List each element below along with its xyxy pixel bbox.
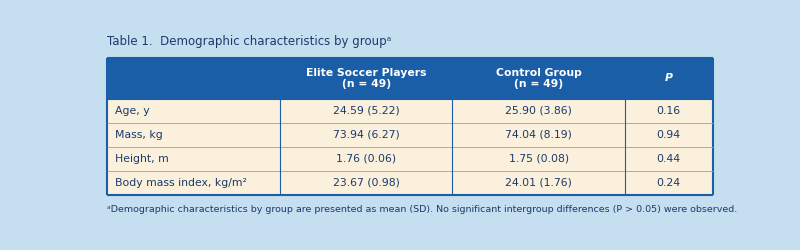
Bar <box>452 147 625 171</box>
Text: 24.59 (5.22): 24.59 (5.22) <box>333 106 399 116</box>
Text: 23.67 (0.98): 23.67 (0.98) <box>333 178 399 188</box>
Text: 73.94 (6.27): 73.94 (6.27) <box>333 130 399 140</box>
Bar <box>452 123 625 147</box>
Text: 0.44: 0.44 <box>657 154 681 164</box>
Bar <box>107 171 280 194</box>
Text: P: P <box>665 74 673 84</box>
Bar <box>452 58 625 99</box>
Text: ᵃDemographic characteristics by group are presented as mean (SD). No significant: ᵃDemographic characteristics by group ar… <box>107 205 738 214</box>
Bar <box>452 99 625 123</box>
Text: 1.76 (0.06): 1.76 (0.06) <box>336 154 396 164</box>
Text: 0.16: 0.16 <box>657 106 681 116</box>
Bar <box>625 58 713 99</box>
Text: 0.24: 0.24 <box>657 178 681 188</box>
Bar <box>625 99 713 123</box>
Text: 74.04 (8.19): 74.04 (8.19) <box>505 130 572 140</box>
Bar <box>625 171 713 194</box>
Bar <box>280 58 452 99</box>
Bar <box>280 123 452 147</box>
Text: Mass, kg: Mass, kg <box>115 130 162 140</box>
Text: 0.94: 0.94 <box>657 130 681 140</box>
Text: Height, m: Height, m <box>115 154 169 164</box>
Text: Age, y: Age, y <box>115 106 150 116</box>
Bar <box>107 99 280 123</box>
Text: Body mass index, kg/m²: Body mass index, kg/m² <box>115 178 246 188</box>
Text: Elite Soccer Players
(n = 49): Elite Soccer Players (n = 49) <box>306 68 426 89</box>
Text: 24.01 (1.76): 24.01 (1.76) <box>505 178 572 188</box>
Text: Control Group
(n = 49): Control Group (n = 49) <box>496 68 582 89</box>
Text: 1.75 (0.08): 1.75 (0.08) <box>509 154 569 164</box>
Bar <box>280 99 452 123</box>
Bar <box>280 171 452 194</box>
Bar <box>280 147 452 171</box>
Bar <box>452 171 625 194</box>
Bar <box>625 147 713 171</box>
Bar <box>107 147 280 171</box>
Text: Table 1.  Demographic characteristics by groupᵃ: Table 1. Demographic characteristics by … <box>107 35 392 48</box>
Text: 25.90 (3.86): 25.90 (3.86) <box>505 106 572 116</box>
Bar <box>107 123 280 147</box>
Bar <box>107 58 280 99</box>
Bar <box>625 123 713 147</box>
